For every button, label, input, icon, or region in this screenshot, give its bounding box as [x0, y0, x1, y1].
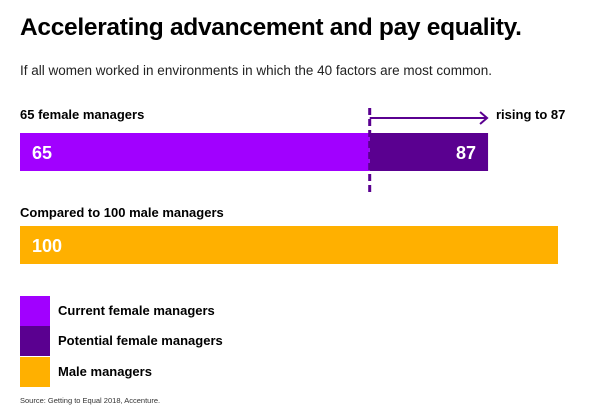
- value-label-current: 65: [32, 143, 52, 163]
- rising-annotation: rising to 87: [496, 107, 566, 122]
- legend-label-current: Current female managers: [58, 303, 215, 318]
- value-label-male: 100: [32, 236, 62, 256]
- legend-swatch-current: [20, 296, 50, 326]
- female-bar-label: 65 female managers: [20, 107, 145, 122]
- legend-swatch-potential: [20, 326, 50, 356]
- bar-male: [20, 226, 558, 264]
- chart-title: Accelerating advancement and pay equalit…: [20, 14, 522, 41]
- chart-subtitle: If all women worked in environments in w…: [20, 63, 492, 78]
- male-bar-label: Compared to 100 male managers: [20, 205, 224, 220]
- legend-label-male: Male managers: [58, 364, 152, 379]
- legend-swatch-male: [20, 357, 50, 387]
- rising-arrow-head: [479, 111, 489, 125]
- bar-potential-female: [369, 133, 489, 171]
- bar-chart: 65 87 100: [20, 108, 558, 264]
- bar-current-female: [20, 133, 370, 171]
- legend-label-potential: Potential female managers: [58, 333, 223, 348]
- source-note: Source: Getting to Equal 2018, Accenture…: [20, 396, 161, 405]
- value-label-potential: 87: [456, 143, 476, 163]
